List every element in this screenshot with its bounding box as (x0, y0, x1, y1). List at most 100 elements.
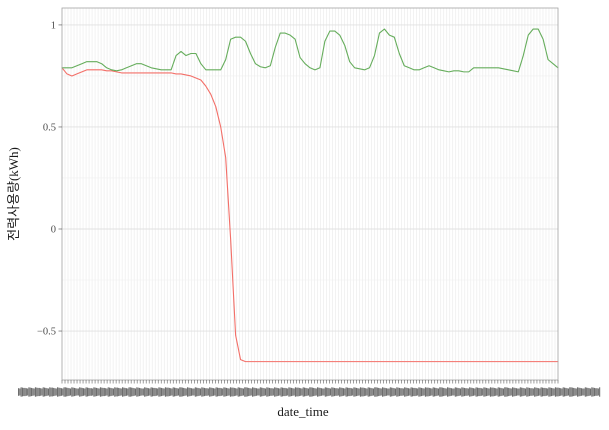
x-tick-label-glyph (206, 388, 208, 396)
x-tick-label-glyph (257, 388, 259, 396)
y-tick-label: 0.5 (43, 123, 56, 134)
x-tick-label-glyph (93, 387, 95, 397)
x-tick-label-glyph (406, 387, 408, 397)
x-tick-label-glyph (292, 388, 294, 396)
x-tick-label-glyph (389, 387, 391, 397)
x-tick-label-glyph (302, 387, 304, 397)
x-tick-label-glyph (318, 387, 320, 397)
x-tick-label-glyph (453, 388, 455, 396)
x-tick-label-glyph (421, 387, 423, 397)
x-tick-label-glyph (120, 388, 122, 396)
x-tick-label-glyph (94, 387, 96, 397)
x-tick-label-glyph (293, 388, 295, 396)
x-tick-label-glyph (159, 387, 161, 397)
x-tick-label-glyph (142, 388, 144, 396)
x-tick-label-glyph (153, 387, 155, 397)
x-tick-label-glyph (415, 388, 417, 396)
x-tick-label-glyph (103, 387, 105, 397)
x-tick-label-glyph (33, 388, 35, 396)
x-tick-label-glyph (470, 387, 472, 397)
x-tick-label-glyph (63, 387, 65, 397)
x-tick-label-glyph (397, 387, 399, 397)
x-tick-label-glyph (493, 387, 495, 397)
x-tick-label-glyph (428, 387, 430, 397)
x-tick-label-glyph (75, 388, 77, 396)
x-tick-label-glyph (353, 387, 355, 397)
x-tick-label-glyph (226, 387, 228, 397)
x-tick-label-glyph (176, 388, 178, 396)
x-tick-label-glyph (161, 387, 163, 397)
x-tick-label-glyph (456, 387, 458, 397)
x-tick-label-glyph (268, 387, 270, 397)
x-tick-label-glyph (357, 388, 359, 396)
x-tick-label-glyph (482, 388, 484, 396)
x-tick-label-glyph (596, 388, 598, 396)
x-tick-label-glyph (298, 387, 300, 397)
x-tick-label-glyph (328, 388, 330, 396)
x-tick-label-glyph (67, 387, 69, 397)
x-tick-label-glyph (597, 388, 599, 396)
x-tick-label-glyph (50, 387, 52, 397)
x-tick-label-glyph (246, 387, 248, 397)
x-tick-label-glyph (274, 387, 276, 397)
x-tick-label-glyph (514, 387, 516, 397)
x-tick-label-glyph (18, 388, 20, 396)
x-tick-label-glyph (90, 388, 92, 396)
x-tick-label-glyph (70, 388, 72, 396)
x-tick-label-glyph (573, 387, 575, 397)
x-tick-label-glyph (374, 387, 376, 397)
x-tick-label-glyph (350, 388, 352, 396)
x-tick-label-glyph (467, 388, 469, 396)
x-tick-label-glyph (111, 388, 113, 396)
x-tick-label-glyph (376, 387, 378, 397)
x-tick-label-glyph (88, 387, 90, 397)
x-tick-label-glyph (476, 387, 478, 397)
x-tick-label-glyph (158, 387, 160, 397)
x-tick-label-glyph (307, 388, 309, 396)
x-tick-label-glyph (223, 387, 225, 397)
x-tick-label-glyph (414, 387, 416, 397)
x-tick-label-glyph (497, 387, 499, 397)
x-tick-label-glyph (114, 387, 116, 397)
x-tick-label-glyph (53, 387, 55, 397)
x-tick-label-glyph (526, 387, 528, 397)
x-tick-label-glyph (236, 388, 238, 396)
x-tick-label-glyph (427, 387, 429, 397)
x-tick-label-glyph (512, 387, 514, 397)
x-tick-label-glyph (125, 388, 127, 396)
x-tick-label-glyph (46, 388, 48, 396)
x-tick-label-glyph (593, 387, 595, 397)
x-tick-label-glyph (40, 388, 42, 396)
x-tick-label-glyph (349, 387, 351, 397)
x-tick-label-glyph (530, 388, 532, 396)
x-tick-label-glyph (565, 387, 567, 397)
x-tick-label-glyph (304, 387, 306, 397)
x-tick-label-glyph (27, 388, 29, 396)
x-tick-label-glyph (471, 387, 473, 397)
plot-panel (62, 8, 558, 380)
x-tick-label-glyph (168, 387, 170, 397)
x-tick-label-glyph (224, 387, 226, 397)
x-tick-label-glyph (534, 387, 536, 397)
x-tick-label-glyph (297, 387, 299, 397)
x-tick-label-glyph (540, 387, 542, 397)
x-tick-label-glyph (458, 388, 460, 396)
x-tick-label-glyph (49, 387, 51, 397)
x-tick-label-glyph (58, 387, 60, 397)
x-tick-label-glyph (592, 387, 594, 397)
x-tick-label-glyph (474, 388, 476, 396)
x-tick-label-glyph (229, 387, 231, 397)
x-tick-label-glyph (388, 388, 390, 396)
x-tick-label-glyph (157, 388, 159, 396)
x-tick-label-glyph (239, 387, 241, 397)
x-tick-label-glyph (258, 388, 260, 396)
x-tick-label-glyph (424, 387, 426, 397)
x-tick-label-glyph (591, 387, 593, 397)
x-tick-label-glyph (73, 387, 75, 397)
x-tick-label-glyph (155, 388, 157, 396)
x-tick-label-glyph (531, 388, 533, 396)
x-tick-label-glyph (337, 388, 339, 396)
x-tick-label-glyph (254, 387, 256, 397)
x-tick-label-glyph (296, 387, 298, 397)
x-tick-label-glyph (387, 388, 389, 396)
